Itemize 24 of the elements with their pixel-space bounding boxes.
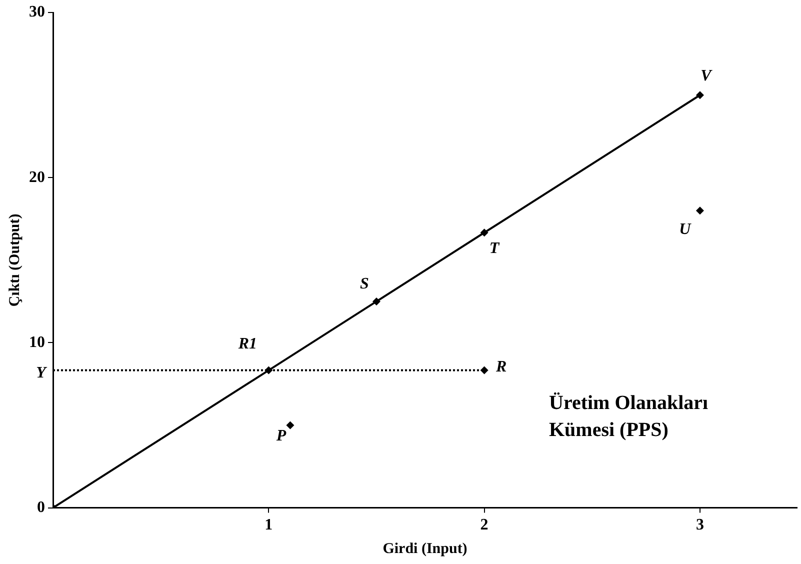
annotation: R1 — [237, 335, 257, 352]
y-tick-label: 10 — [29, 334, 45, 351]
y-tick-label: 0 — [37, 498, 45, 516]
point — [696, 91, 704, 100]
annotation: P — [275, 427, 286, 444]
x-tick-label: 3 — [696, 516, 704, 534]
y-tick-label: 30 — [29, 4, 45, 21]
ref-line-label: Y — [36, 364, 48, 382]
point — [372, 297, 380, 306]
y-tick-label: 20 — [29, 168, 45, 186]
annotation: T — [489, 240, 500, 257]
point — [480, 228, 488, 237]
annotation: V — [700, 67, 713, 84]
y-axis-title: Çıktı (Output) — [6, 214, 23, 307]
annotation: S — [360, 276, 370, 293]
x-axis-title: Girdi (Input) — [382, 540, 468, 557]
point — [286, 421, 294, 430]
annotation: R — [494, 358, 507, 376]
point — [696, 206, 704, 215]
annotation: U — [679, 220, 692, 238]
annotation: Üretim Olanakları Kümesi (PPS) — [549, 392, 709, 441]
x-tick-label: 2 — [480, 516, 488, 534]
x-tick-label: 1 — [264, 516, 273, 534]
point — [480, 366, 488, 374]
